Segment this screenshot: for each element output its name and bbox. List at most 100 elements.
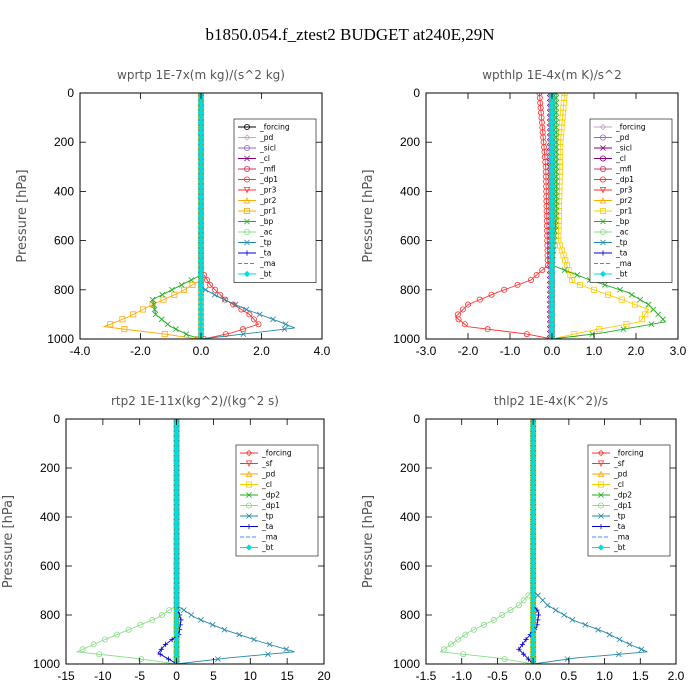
- y-tick-label: 800: [40, 608, 60, 622]
- series-line-tp: [176, 419, 295, 664]
- x-tick-label: 0.0: [525, 669, 542, 683]
- x-tick-label: -10: [94, 669, 112, 683]
- y-tick-label: 800: [400, 608, 420, 622]
- legend-entry: _bp: [259, 217, 274, 226]
- legend: _forcing_sf _pd_cl _dp2_dp1 _tp_ta _ma_bt: [587, 444, 671, 557]
- series-markers-bt: [197, 93, 205, 339]
- y-tick-label: 0: [413, 86, 420, 100]
- y-tick-label: 200: [400, 461, 420, 475]
- series-line-tp: [200, 93, 295, 339]
- x-tick-label: 20: [317, 669, 331, 683]
- legend-entry: _cl: [259, 154, 270, 163]
- x-tick-label: 2.0: [668, 669, 685, 683]
- legend-entry: _mfl: [259, 165, 276, 174]
- legend-entry: _pr2: [615, 196, 633, 205]
- y-tick-label: 0: [67, 86, 74, 100]
- legend: _forcing_pd_sicl_cl_mfl_dp1_pr3_pr2_pr1_…: [233, 118, 317, 283]
- panel-3: rtp2 1E-11x(kg^2)/(kg^2 s) Pressure [hPa]…: [1, 394, 331, 683]
- legend-entry: _pd: [613, 470, 628, 479]
- x-tick-label: 1.0: [586, 344, 603, 358]
- series-markers-pr1: [107, 93, 204, 339]
- legend-entry: _pr1: [259, 207, 277, 216]
- legend-entry: _ac: [259, 228, 272, 237]
- legend-entry: _bt: [259, 270, 272, 279]
- legend-entry: _mfl: [615, 165, 632, 174]
- x-tick-label: -2.0: [458, 344, 479, 358]
- legend-entry: _ma: [613, 533, 630, 542]
- panel-title: thlp2 1E-4x(K^2)/s: [494, 394, 608, 408]
- y-tick-label: 0: [53, 412, 60, 426]
- legend-entry: _tp: [613, 512, 626, 521]
- y-tick-label: 200: [54, 135, 74, 149]
- y-tick-label: 600: [400, 234, 420, 248]
- x-tick-label: -2.0: [130, 344, 151, 358]
- plot-frame: [425, 418, 677, 665]
- panel-title: wprtp 1E-7x(m kg)/(s^2 kg): [117, 68, 285, 82]
- legend-entry: _bt: [613, 543, 626, 552]
- y-tick-label: 1000: [393, 657, 420, 671]
- legend-entry: _dp2: [261, 491, 280, 500]
- series-group: [439, 419, 648, 664]
- series-group: [102, 93, 295, 339]
- legend-entry: _forcing: [615, 123, 646, 132]
- x-tick-label: 0.0: [193, 344, 210, 358]
- x-tick-label: 15: [280, 669, 294, 683]
- legend-entry: _bt: [615, 270, 628, 279]
- legend-entry: _cl: [261, 480, 272, 489]
- x-tick-label: 2.0: [628, 344, 645, 358]
- series-line-pr1: [551, 93, 650, 339]
- plot-frame: [65, 418, 325, 665]
- y-tick-label: 600: [54, 234, 74, 248]
- y-tick-label: 1000: [33, 657, 60, 671]
- y-tick-label: 600: [40, 559, 60, 573]
- y-axis-label: Pressure [hPa]: [15, 169, 30, 262]
- y-tick-label: 400: [400, 510, 420, 524]
- y-tick-label: 800: [54, 283, 74, 297]
- series-line-dp1: [75, 419, 178, 664]
- series-markers-dp1: [454, 93, 555, 339]
- x-tick-label: 4.0: [314, 344, 331, 358]
- y-tick-label: 400: [400, 184, 420, 198]
- legend-entry: _tp: [615, 238, 628, 247]
- x-tick-label: 0.0: [544, 344, 561, 358]
- panel-4: thlp2 1E-4x(K^2)/s Pressure [hPa] -1.5 -1.0…: [361, 394, 685, 683]
- legend-entry: _ma: [615, 259, 632, 268]
- legend-entry: _bt: [261, 543, 274, 552]
- legend-entry: _sicl: [259, 144, 276, 153]
- y-tick-label: 200: [400, 135, 420, 149]
- series-line-bp: [152, 93, 202, 339]
- legend-entry: _pd: [259, 133, 274, 142]
- legend-entry: _ta: [613, 522, 625, 531]
- y-tick-label: 0: [413, 412, 420, 426]
- legend-entry: _sicl: [615, 144, 632, 153]
- legend-entry: _pd: [615, 133, 630, 142]
- legend-entry: _dp1: [615, 175, 634, 184]
- series-line-dp1: [439, 419, 534, 664]
- legend-entry: _tp: [259, 238, 272, 247]
- figure-title: b1850.054.f_ztest2 BUDGET at240E,29N: [205, 25, 494, 44]
- y-tick-label: 1000: [47, 332, 74, 346]
- legend-entry: _ma: [261, 533, 278, 542]
- series-markers-bt: [548, 93, 556, 339]
- legend-entry: _sf: [613, 459, 625, 468]
- x-tick-label: -1.5: [416, 669, 437, 683]
- legend-entry: _bp: [615, 217, 630, 226]
- legend-entry: _cl: [615, 154, 626, 163]
- x-tick-label: 10: [244, 669, 258, 683]
- legend-entry: _forcing: [613, 449, 644, 458]
- legend-entry: _dp2: [613, 491, 632, 500]
- x-tick-label: 3.0: [670, 344, 687, 358]
- x-tick-label: -0.5: [487, 669, 508, 683]
- x-tick-label: -1.0: [500, 344, 521, 358]
- y-axis-label: Pressure [hPa]: [361, 495, 376, 588]
- legend-entry: _ta: [259, 249, 271, 258]
- series-line-dp1: [454, 93, 553, 339]
- legend-entry: _dp1: [613, 501, 632, 510]
- series-markers-bp: [149, 93, 204, 339]
- x-tick-label: 2.0: [253, 344, 270, 358]
- panel-2: wpthlp 1E-4x(m K)/s^2 Pressure [hPa] -3.0 -…: [361, 68, 687, 358]
- y-tick-label: 400: [54, 184, 74, 198]
- x-tick-label: -3.0: [416, 344, 437, 358]
- x-tick-label: 1.0: [596, 669, 613, 683]
- y-tick-label: 200: [40, 461, 60, 475]
